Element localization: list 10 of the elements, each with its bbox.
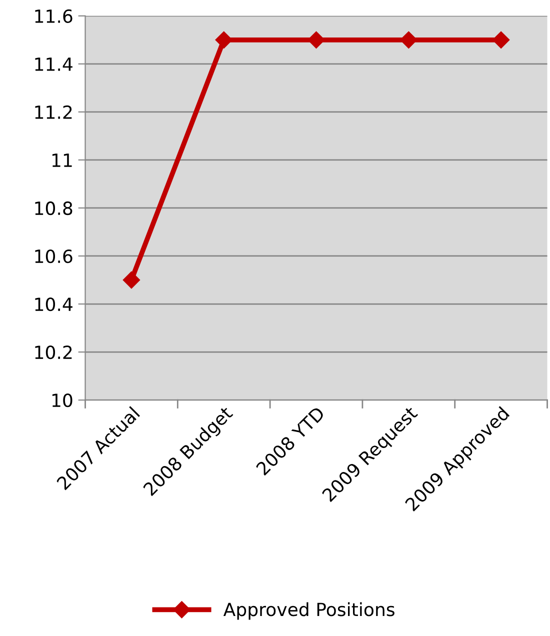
y-tick-label: 11.2 [35,105,72,119]
y-tick-label: 10 [52,394,72,408]
y-tick-label: 10.4 [35,297,72,312]
y-tick-label: 10.8 [35,201,72,216]
y-tick-label: 11 [52,154,72,167]
y-tick-label: 11.4 [35,58,72,71]
y-tick-label: 10.2 [35,345,72,360]
y-tick-label: 11.6 [35,9,72,24]
y-tick-label: 10.6 [35,249,72,264]
legend-label: Approved Positions [223,602,394,620]
